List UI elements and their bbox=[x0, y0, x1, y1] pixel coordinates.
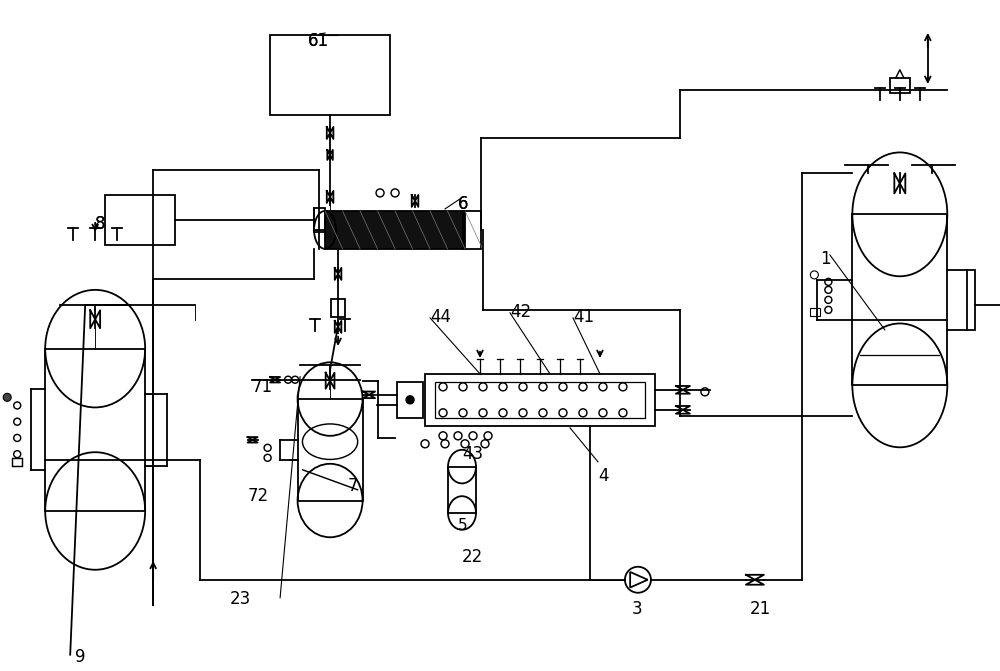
Text: 41: 41 bbox=[573, 308, 594, 326]
Text: 71: 71 bbox=[252, 378, 273, 396]
Text: 9: 9 bbox=[75, 648, 86, 666]
Bar bbox=[45, 349, 145, 511]
Text: 6: 6 bbox=[458, 195, 469, 213]
Bar bbox=[463, 211, 481, 249]
Text: 1: 1 bbox=[820, 250, 830, 268]
Text: 7: 7 bbox=[348, 477, 359, 495]
Text: 61: 61 bbox=[308, 32, 329, 50]
Text: 3: 3 bbox=[632, 600, 643, 618]
Bar bbox=[890, 78, 910, 93]
Text: 22: 22 bbox=[462, 548, 483, 566]
Bar bbox=[12, 458, 22, 466]
Text: 61: 61 bbox=[308, 32, 329, 50]
Bar bbox=[325, 211, 465, 249]
Bar bbox=[810, 308, 820, 316]
Bar bbox=[105, 195, 175, 245]
Bar bbox=[314, 208, 325, 232]
Bar bbox=[331, 299, 345, 317]
Bar bbox=[270, 35, 390, 115]
Circle shape bbox=[3, 393, 11, 401]
Text: 43: 43 bbox=[462, 445, 483, 463]
Bar bbox=[298, 399, 363, 501]
Text: 6: 6 bbox=[458, 195, 469, 213]
Text: 44: 44 bbox=[430, 308, 451, 326]
Bar bbox=[448, 466, 476, 513]
Bar bbox=[435, 382, 645, 418]
Bar bbox=[425, 374, 655, 426]
Text: 8: 8 bbox=[95, 215, 106, 233]
Text: 42: 42 bbox=[510, 303, 531, 321]
Text: 5: 5 bbox=[458, 518, 468, 533]
Text: 4: 4 bbox=[598, 467, 608, 485]
Bar bbox=[397, 382, 423, 418]
Text: 21: 21 bbox=[750, 600, 771, 618]
Text: 72: 72 bbox=[248, 486, 269, 505]
Text: 23: 23 bbox=[230, 590, 251, 608]
Text: 8: 8 bbox=[95, 215, 106, 233]
Bar bbox=[852, 214, 947, 385]
Bar bbox=[967, 270, 975, 330]
Circle shape bbox=[406, 396, 414, 404]
